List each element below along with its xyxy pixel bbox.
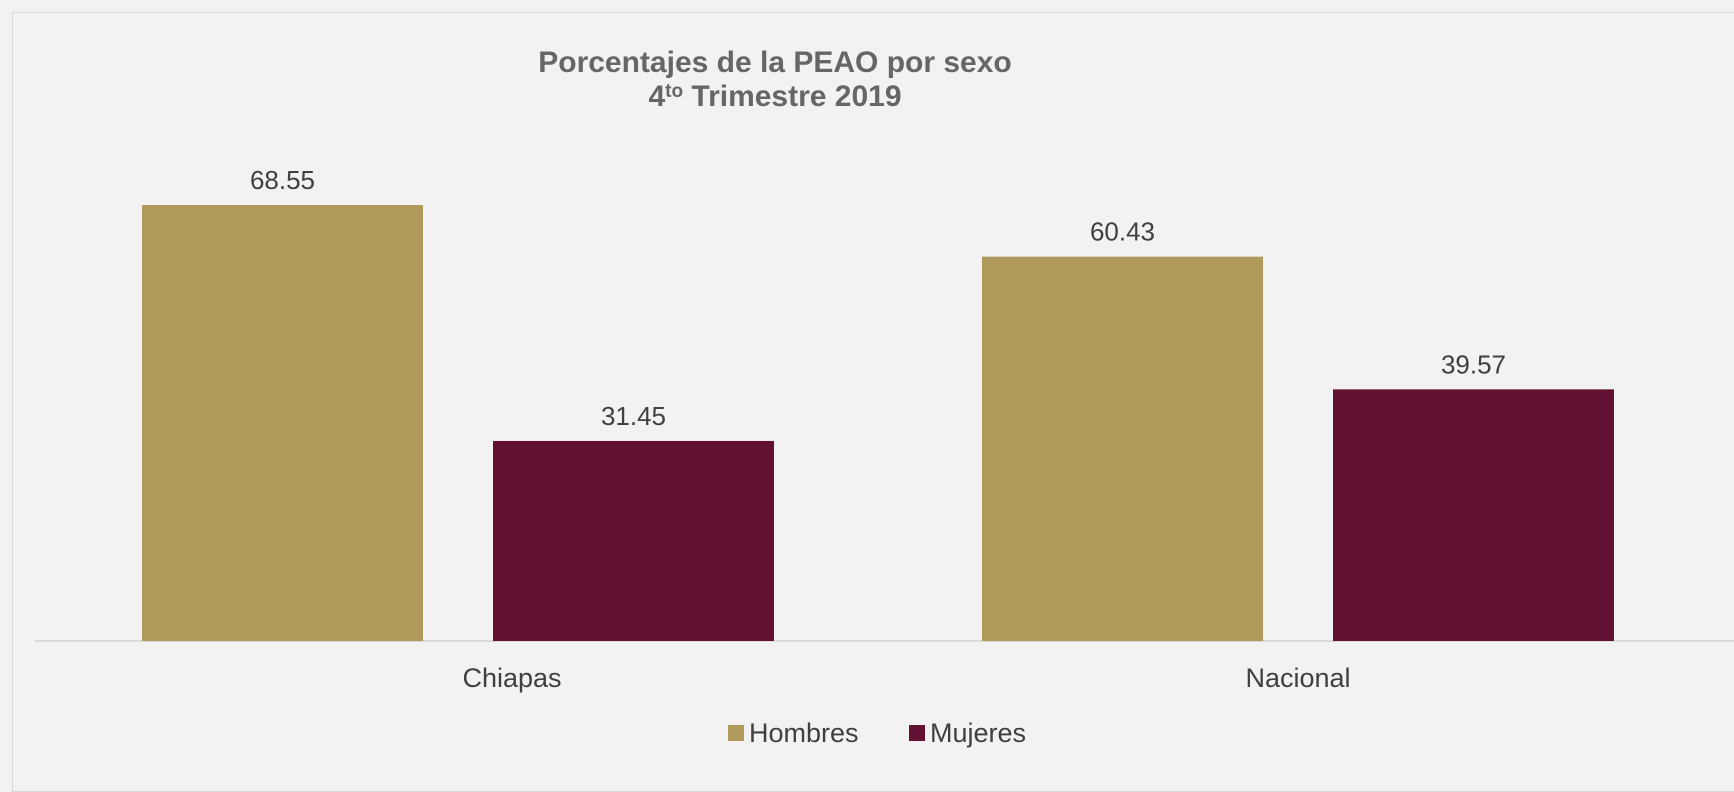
subtitle-rest: Trimestre 2019 — [683, 80, 902, 113]
data-label: 60.43 — [1090, 217, 1155, 247]
data-label: 31.45 — [601, 401, 666, 431]
bar-mujeres-nacional — [1333, 389, 1614, 641]
chart-plot-area: 68.55 60.43 31.45 39.57 Chiapas Nacional Hombr… — [35, 165, 1734, 748]
legend-label-hombres: Hombres — [749, 718, 859, 748]
legend-label-mujeres: Mujeres — [930, 718, 1026, 748]
data-label: 39.57 — [1441, 349, 1506, 379]
x-tick-label: Chiapas — [462, 663, 561, 693]
subtitle-superscript: to — [665, 81, 684, 102]
chart: Porcentajes de la PEAO por sexo 4to Trim… — [0, 12, 1734, 792]
bar-hombres-chiapas — [142, 205, 423, 641]
legend-swatch-hombres — [728, 725, 744, 741]
x-tick-label: Nacional — [1245, 663, 1350, 693]
bar-hombres-nacional — [982, 256, 1263, 641]
bar-mujeres-chiapas — [493, 440, 774, 641]
legend-swatch-mujeres — [909, 725, 925, 741]
chart-subtitle: 4to Trimestre 2019 — [0, 80, 1550, 114]
subtitle-number: 4 — [648, 80, 666, 113]
data-label: 68.55 — [250, 165, 315, 195]
chart-title: Porcentajes de la PEAO por sexo — [538, 46, 1012, 79]
